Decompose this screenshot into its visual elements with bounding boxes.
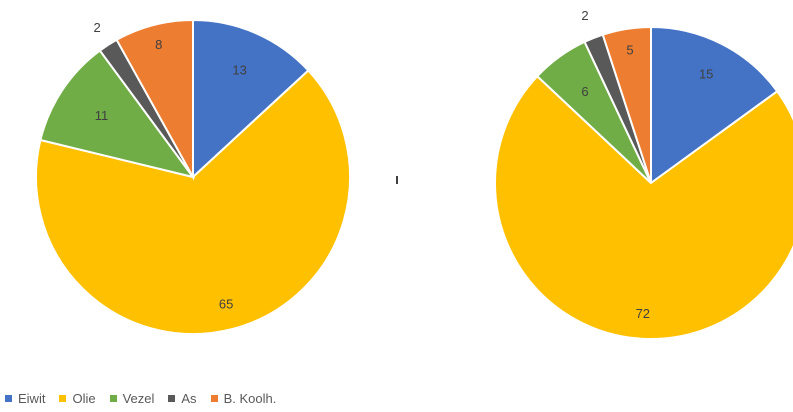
data-label-olie: 65 xyxy=(219,297,233,312)
legend-item-as: As xyxy=(168,391,197,406)
data-label-b-koolh: 5 xyxy=(626,43,633,58)
legend-label: Olie xyxy=(72,391,96,406)
legend-item-vezel: Vezel xyxy=(109,391,155,406)
data-label-as: 2 xyxy=(93,20,100,35)
pie-slice-eiwit xyxy=(650,25,779,185)
data-label-b-koolh: 8 xyxy=(155,37,162,52)
legend-item-b-koolh: B. Koolh. xyxy=(210,391,277,406)
pie-slice-olie xyxy=(35,69,351,335)
pie-slice-vezel xyxy=(39,49,196,179)
legend-label: Vezel xyxy=(122,391,155,406)
data-label-as: 2 xyxy=(581,8,588,23)
data-label-olie: 72 xyxy=(636,306,650,321)
legend-swatch xyxy=(109,395,117,402)
legend-label: As xyxy=(181,391,197,406)
pie-slice-olie xyxy=(494,74,793,340)
legend: Eiwit Olie Vezel As B. Koolh. xyxy=(5,391,290,406)
pie-slice-eiwit xyxy=(192,18,310,180)
legend-item-eiwit: Eiwit xyxy=(5,391,45,406)
legend-swatch xyxy=(59,395,67,402)
legend-swatch xyxy=(168,395,176,402)
legend-swatch xyxy=(210,395,218,402)
legend-swatch xyxy=(5,395,12,402)
data-label-vezel: 6 xyxy=(581,84,588,99)
data-label-eiwit: 13 xyxy=(232,63,246,78)
pie-slice-b-koolh xyxy=(601,25,652,184)
legend-label: B. Koolh. xyxy=(223,391,277,406)
divider-mark xyxy=(396,176,398,184)
pie-chart-right: 15 72 6 2 5 xyxy=(494,8,793,340)
data-label-eiwit: 15 xyxy=(699,67,713,82)
legend-label: Eiwit xyxy=(18,391,46,406)
pie-slice-b-koolh xyxy=(115,18,194,181)
data-label-vezel: 11 xyxy=(95,108,109,123)
pie-chart-left: 13 65 11 2 8 xyxy=(35,18,351,335)
legend-item-olie: Olie xyxy=(59,391,96,406)
